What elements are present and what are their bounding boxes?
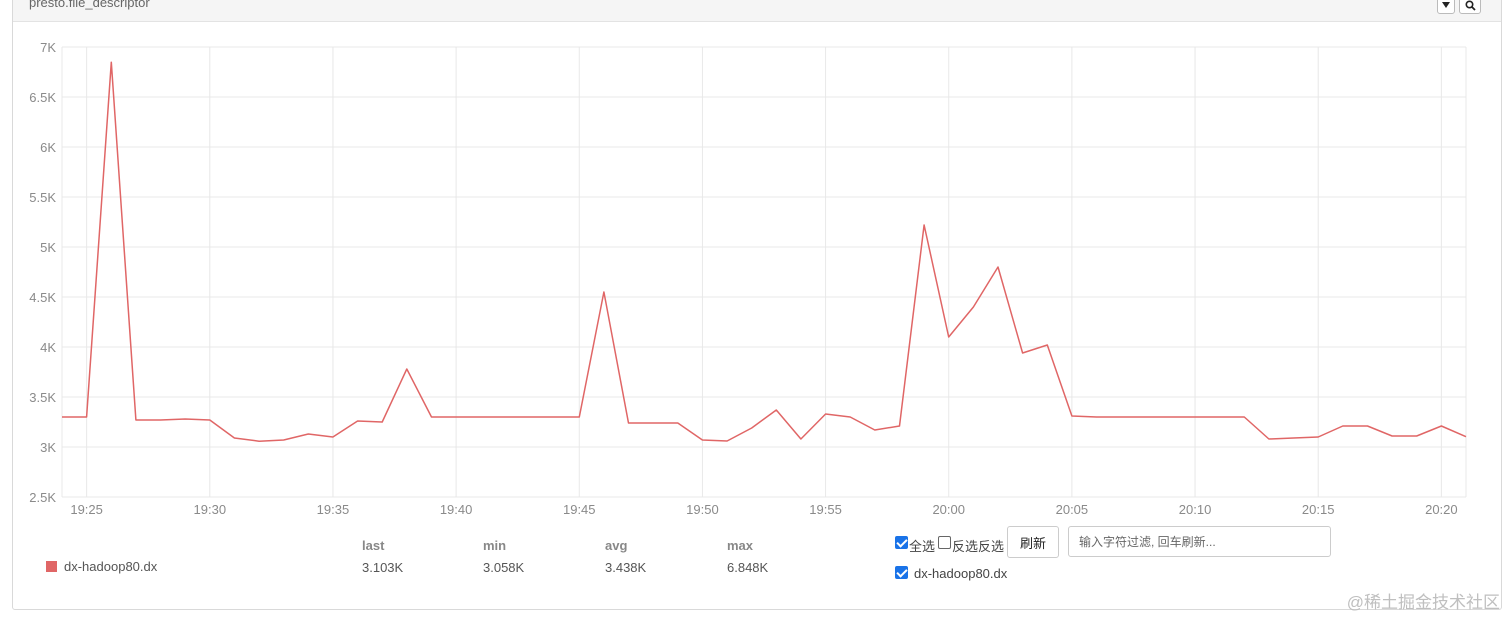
stat-header-max: max [727, 538, 754, 553]
x-tick-label: 19:30 [194, 502, 227, 517]
x-tick-label: 20:15 [1302, 502, 1335, 517]
stat-avg-value: 3.438K [605, 560, 647, 575]
x-tick-label: 19:25 [70, 502, 103, 517]
y-tick-label: 6.5K [29, 90, 56, 105]
y-tick-label: 6K [40, 140, 56, 155]
y-tick-label: 4.5K [29, 290, 56, 305]
stat-header-min: min [483, 538, 507, 553]
series-layer [62, 61, 1467, 442]
x-tick-label: 19:40 [440, 502, 473, 517]
x-tick-label: 20:05 [1056, 502, 1089, 517]
y-tick-label: 7K [40, 40, 56, 55]
stat-last-value: 3.103K [362, 560, 404, 575]
y-tick-label: 2.5K [29, 490, 56, 505]
y-tick-label: 5.5K [29, 190, 56, 205]
caret-down-icon [1442, 2, 1450, 8]
series-checkbox-label[interactable]: dx-hadoop80.dx [914, 566, 1008, 581]
y-tick-label: 4K [40, 340, 56, 355]
x-tick-label: 20:20 [1425, 502, 1458, 517]
stat-header-avg: avg [605, 538, 628, 553]
y-tick-label: 3K [40, 440, 56, 455]
x-tick-label: 20:10 [1179, 502, 1212, 517]
series-checkbox[interactable] [895, 566, 908, 579]
y-tick-label: 3.5K [29, 390, 56, 405]
x-tick-label: 19:50 [686, 502, 719, 517]
chart-panel: presto.file_descriptor [12, 0, 1502, 610]
series-line [62, 61, 1467, 442]
stat-max-value: 6.848K [727, 560, 769, 575]
chart-grid [61, 46, 1467, 498]
legend-series-name[interactable]: dx-hadoop80.dx [64, 559, 158, 574]
dropdown-button[interactable] [1437, 0, 1455, 14]
stat-header-last: last [362, 538, 385, 553]
search-button[interactable] [1459, 0, 1481, 14]
invert-checkbox[interactable] [938, 536, 951, 549]
panel-title: presto.file_descriptor [29, 0, 150, 10]
magnifier-icon [1465, 0, 1476, 11]
filter-input[interactable] [1068, 526, 1331, 557]
select-all-label[interactable]: 全选 [909, 539, 936, 554]
y-axis: 2.5K 3K 3.5K 4K 4.5K 5K 5.5K 6K 6.5K 7K [29, 40, 56, 505]
panel-header: presto.file_descriptor [13, 0, 1501, 22]
x-axis: 19:25 19:30 19:35 19:40 19:45 19:50 19:55 20:00… [70, 502, 1457, 517]
legend-swatch [46, 561, 57, 572]
x-tick-label: 19:55 [809, 502, 842, 517]
select-all-checkbox[interactable] [895, 536, 908, 549]
refresh-button[interactable]: 刷新 [1007, 526, 1059, 558]
watermark: @稀土掘金技术社区 [1346, 593, 1500, 612]
y-tick-label: 5K [40, 240, 56, 255]
x-tick-label: 20:00 [932, 502, 965, 517]
invert-label[interactable]: 反选反选 [952, 539, 1005, 554]
x-tick-label: 19:35 [317, 502, 350, 517]
stat-min-value: 3.058K [483, 560, 525, 575]
x-tick-label: 19:45 [563, 502, 596, 517]
